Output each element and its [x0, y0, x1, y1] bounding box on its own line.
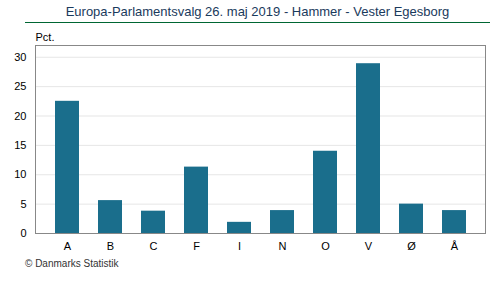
svg-text:Ø: Ø	[407, 240, 416, 252]
svg-text:15: 15	[14, 139, 26, 151]
svg-text:Å: Å	[451, 240, 459, 252]
svg-text:A: A	[64, 240, 72, 252]
svg-text:C: C	[150, 240, 158, 252]
svg-text:I: I	[238, 240, 241, 252]
svg-text:Pct.: Pct.	[36, 31, 55, 43]
svg-text:0: 0	[20, 227, 26, 239]
svg-text:V: V	[365, 240, 373, 252]
svg-text:10: 10	[14, 168, 26, 180]
svg-text:20: 20	[14, 110, 26, 122]
html-text:© Danmarks Statistik: © Danmarks Statistik	[25, 258, 119, 269]
svg-text:30: 30	[14, 51, 26, 63]
svg-text:5: 5	[20, 198, 26, 210]
svg-text:F: F	[193, 240, 200, 252]
svg-text:B: B	[107, 240, 114, 252]
html-text:Europa-Parlamentsvalg 26. maj: Europa-Parlamentsvalg 26. maj 2019 - Ham…	[65, 4, 450, 19]
svg-text:O: O	[321, 240, 330, 252]
svg-text:25: 25	[14, 80, 26, 92]
svg-text:N: N	[279, 240, 287, 252]
